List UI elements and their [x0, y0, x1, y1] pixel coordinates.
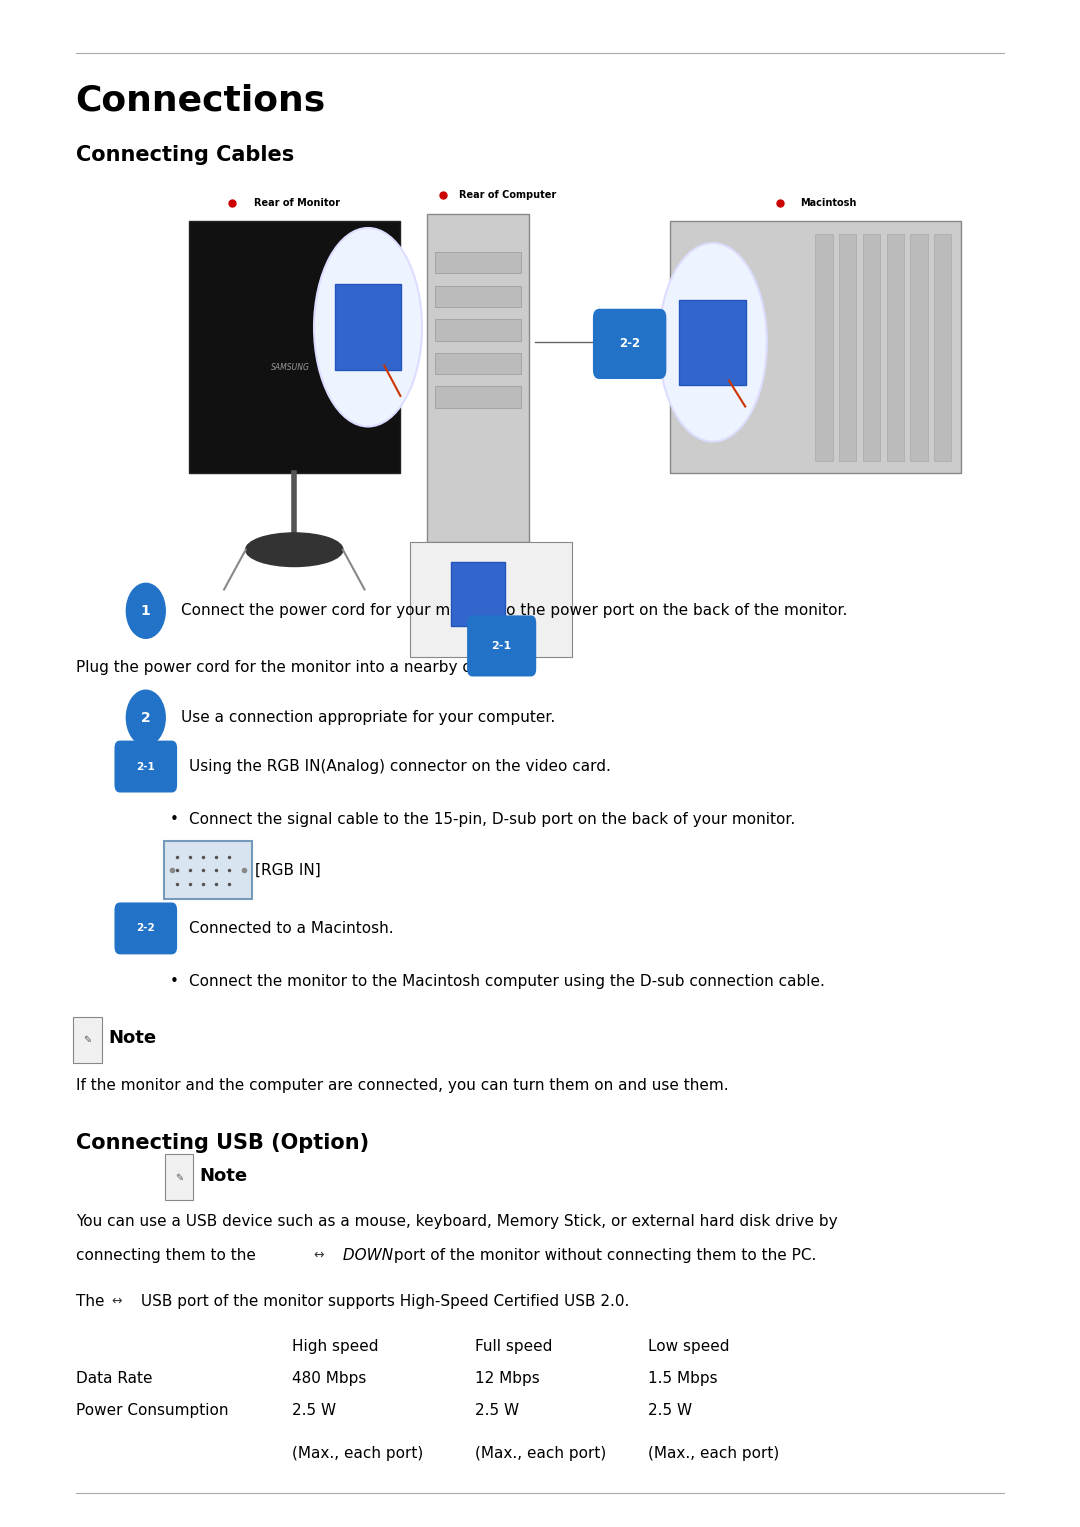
Text: If the monitor and the computer are connected, you can turn them on and use them: If the monitor and the computer are conn… — [76, 1078, 728, 1093]
Ellipse shape — [314, 228, 422, 426]
Ellipse shape — [659, 243, 767, 441]
FancyBboxPatch shape — [73, 1017, 102, 1063]
Text: 2-2: 2-2 — [136, 924, 156, 933]
Text: Rear of Monitor: Rear of Monitor — [254, 199, 340, 208]
Text: Power Consumption: Power Consumption — [76, 1403, 228, 1419]
Text: 2: 2 — [140, 710, 151, 725]
FancyBboxPatch shape — [910, 234, 928, 461]
FancyBboxPatch shape — [451, 562, 504, 626]
FancyBboxPatch shape — [863, 234, 880, 461]
Text: ✎: ✎ — [175, 1173, 184, 1182]
FancyBboxPatch shape — [114, 741, 177, 793]
Text: connecting them to the: connecting them to the — [76, 1248, 256, 1263]
FancyBboxPatch shape — [593, 308, 666, 379]
Text: 2.5 W: 2.5 W — [475, 1403, 519, 1419]
FancyBboxPatch shape — [435, 319, 521, 341]
Text: 480 Mbps: 480 Mbps — [292, 1371, 366, 1387]
Text: 1: 1 — [140, 603, 151, 618]
Text: Connect the monitor to the Macintosh computer using the D-sub connection cable.: Connect the monitor to the Macintosh com… — [189, 974, 825, 989]
FancyBboxPatch shape — [679, 299, 746, 385]
Text: DOWN: DOWN — [338, 1248, 393, 1263]
Text: Connecting Cables: Connecting Cables — [76, 145, 294, 165]
FancyBboxPatch shape — [435, 386, 521, 408]
Text: ✎: ✎ — [83, 1035, 92, 1044]
Text: Connected to a Macintosh.: Connected to a Macintosh. — [189, 921, 393, 936]
FancyBboxPatch shape — [335, 284, 402, 370]
Text: 2-1: 2-1 — [136, 762, 156, 771]
Text: 2.5 W: 2.5 W — [292, 1403, 336, 1419]
Text: Macintosh: Macintosh — [800, 199, 856, 208]
Circle shape — [126, 690, 165, 745]
Text: You can use a USB device such as a mouse, keyboard, Memory Stick, or external ha: You can use a USB device such as a mouse… — [76, 1214, 837, 1229]
FancyBboxPatch shape — [435, 252, 521, 273]
FancyBboxPatch shape — [670, 221, 961, 473]
Text: (Max., each port): (Max., each port) — [648, 1446, 780, 1461]
Text: (Max., each port): (Max., each port) — [292, 1446, 423, 1461]
FancyBboxPatch shape — [934, 234, 951, 461]
Text: Note: Note — [108, 1029, 157, 1048]
Text: Note: Note — [200, 1167, 248, 1185]
Text: port of the monitor without connecting them to the PC.: port of the monitor without connecting t… — [389, 1248, 816, 1263]
Text: Connect the signal cable to the 15-pin, D-sub port on the back of your monitor.: Connect the signal cable to the 15-pin, … — [189, 812, 795, 828]
Text: USB port of the monitor supports High-Speed Certified USB 2.0.: USB port of the monitor supports High-Sp… — [136, 1293, 630, 1309]
Text: Full speed: Full speed — [475, 1339, 553, 1354]
Text: 1.5 Mbps: 1.5 Mbps — [648, 1371, 717, 1387]
Text: ↔: ↔ — [111, 1295, 122, 1307]
Text: •: • — [170, 812, 178, 828]
Text: Rear of Computer: Rear of Computer — [459, 191, 556, 200]
Text: Low speed: Low speed — [648, 1339, 729, 1354]
FancyBboxPatch shape — [435, 353, 521, 374]
FancyBboxPatch shape — [435, 286, 521, 307]
Text: [RGB IN]: [RGB IN] — [255, 863, 321, 878]
FancyBboxPatch shape — [815, 234, 833, 461]
Text: (Max., each port): (Max., each port) — [475, 1446, 607, 1461]
FancyBboxPatch shape — [427, 214, 529, 542]
Text: 2-1: 2-1 — [491, 641, 512, 651]
FancyBboxPatch shape — [887, 234, 904, 461]
Text: Data Rate: Data Rate — [76, 1371, 152, 1387]
Ellipse shape — [245, 533, 343, 567]
Text: Connect the power cord for your monitor to the power port on the back of the mon: Connect the power cord for your monitor … — [181, 603, 848, 618]
FancyBboxPatch shape — [468, 615, 537, 676]
FancyBboxPatch shape — [839, 234, 856, 461]
Text: Using the RGB IN(Analog) connector on the video card.: Using the RGB IN(Analog) connector on th… — [189, 759, 611, 774]
Text: •: • — [170, 974, 178, 989]
Text: 2-2: 2-2 — [619, 337, 640, 350]
Text: Connecting USB (Option): Connecting USB (Option) — [76, 1133, 368, 1153]
FancyBboxPatch shape — [410, 542, 572, 657]
Text: Connections: Connections — [76, 84, 326, 118]
Text: 2.5 W: 2.5 W — [648, 1403, 692, 1419]
Text: The: The — [76, 1293, 104, 1309]
Text: SAMSUNG: SAMSUNG — [271, 363, 310, 373]
Text: 12 Mbps: 12 Mbps — [475, 1371, 540, 1387]
FancyBboxPatch shape — [164, 841, 252, 899]
FancyBboxPatch shape — [189, 221, 400, 473]
Circle shape — [126, 583, 165, 638]
FancyBboxPatch shape — [114, 902, 177, 954]
FancyBboxPatch shape — [165, 1154, 193, 1200]
Text: ↔: ↔ — [313, 1249, 324, 1261]
Text: High speed: High speed — [292, 1339, 378, 1354]
Text: Plug the power cord for the monitor into a nearby outlet.: Plug the power cord for the monitor into… — [76, 660, 512, 675]
Text: Use a connection appropriate for your computer.: Use a connection appropriate for your co… — [181, 710, 556, 725]
